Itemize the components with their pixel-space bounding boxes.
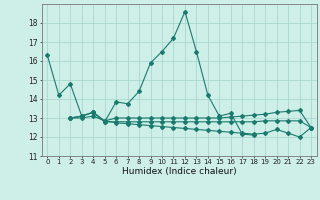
X-axis label: Humidex (Indice chaleur): Humidex (Indice chaleur) bbox=[122, 167, 236, 176]
